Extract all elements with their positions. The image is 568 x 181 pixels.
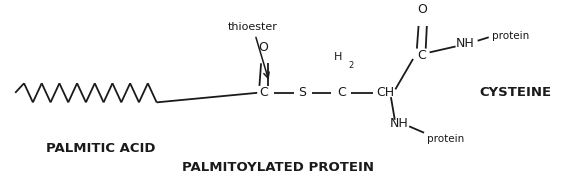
Text: 2: 2 xyxy=(349,61,354,70)
Text: C: C xyxy=(337,86,345,99)
Text: NH: NH xyxy=(456,37,475,50)
Text: PALMITOYLATED PROTEIN: PALMITOYLATED PROTEIN xyxy=(182,161,374,174)
Text: S: S xyxy=(299,86,307,99)
Text: NH: NH xyxy=(390,117,408,130)
Text: PALMITIC ACID: PALMITIC ACID xyxy=(46,142,156,155)
Text: C: C xyxy=(417,49,425,62)
Text: C: C xyxy=(260,86,268,99)
Text: thioester: thioester xyxy=(228,22,278,78)
Text: CH: CH xyxy=(377,86,394,99)
Text: O: O xyxy=(417,3,427,16)
Text: protein: protein xyxy=(492,31,529,41)
Text: O: O xyxy=(258,41,268,54)
Text: protein: protein xyxy=(427,134,464,144)
Text: H: H xyxy=(334,52,343,62)
Text: CYSTEINE: CYSTEINE xyxy=(479,86,552,99)
